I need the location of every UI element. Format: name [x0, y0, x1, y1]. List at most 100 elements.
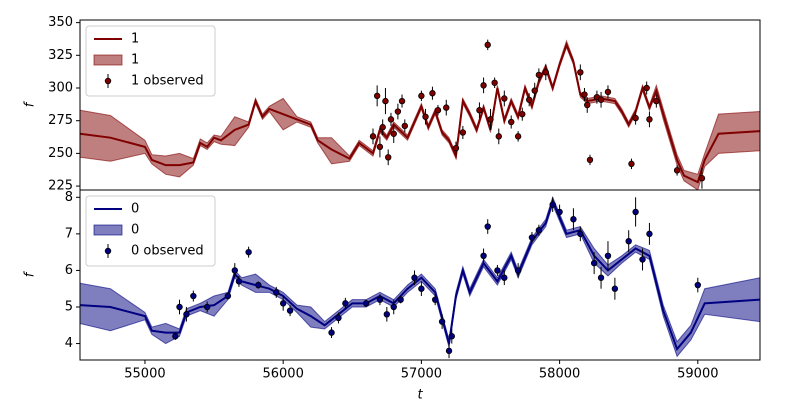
- observed-point: [581, 91, 588, 98]
- observed-point: [577, 230, 584, 238]
- y-tick-label: 4: [65, 336, 73, 351]
- observed-point: [632, 208, 639, 216]
- observed-point: [387, 116, 395, 123]
- observed-point: [459, 129, 467, 136]
- plot-area: [80, 39, 760, 190]
- observed-point: [362, 300, 370, 307]
- observed-point: [508, 118, 515, 126]
- observed-point: [484, 223, 491, 230]
- observed-point: [328, 329, 335, 336]
- observed-point: [235, 278, 243, 285]
- observed-point: [604, 252, 612, 260]
- y-tick-label: 8: [65, 190, 73, 205]
- observed-point: [673, 167, 681, 174]
- observed-point: [369, 133, 377, 140]
- x-tick-label: 56000: [262, 367, 303, 382]
- observed-point: [646, 116, 653, 123]
- legend-label: 0: [131, 202, 139, 217]
- y-axis-label: f: [23, 270, 38, 277]
- observed-point: [528, 234, 536, 241]
- y-tick-label: 5: [65, 299, 73, 314]
- observed-point: [255, 281, 262, 289]
- x-tick-label: 59000: [677, 367, 718, 382]
- observed-point: [494, 267, 501, 274]
- observed-point: [549, 201, 556, 208]
- observed-point: [698, 175, 706, 182]
- observed-point: [590, 259, 598, 267]
- observed-point: [443, 104, 450, 111]
- legend-marker: [104, 247, 112, 255]
- legend-patch: [93, 224, 123, 236]
- observed-point: [542, 69, 549, 76]
- observed-point: [535, 71, 543, 79]
- y-tick-label: 225: [48, 179, 73, 194]
- observed-point: [484, 41, 491, 49]
- observed-point: [335, 314, 342, 322]
- legend-box: [85, 25, 216, 97]
- observed-point: [491, 79, 498, 86]
- observed-point: [376, 296, 384, 303]
- observed-point: [434, 107, 442, 114]
- observed-point: [480, 82, 487, 89]
- observed-point: [646, 230, 653, 238]
- observed-point: [382, 97, 389, 105]
- x-tick-label: 57000: [401, 367, 442, 382]
- observed-point: [383, 311, 391, 318]
- observed-point: [611, 285, 619, 292]
- observed-point: [401, 122, 408, 130]
- y-tick-label: 275: [48, 113, 73, 128]
- observed-point: [480, 252, 487, 260]
- observed-point: [514, 133, 522, 140]
- observed-point: [176, 303, 183, 311]
- observed-point: [570, 216, 577, 223]
- legend-label: 1 observed: [131, 74, 204, 89]
- plot-area: [80, 195, 760, 359]
- observed-point: [390, 130, 397, 137]
- observed-point: [597, 96, 605, 103]
- x-tick-label: 58000: [539, 367, 580, 382]
- observed-point: [535, 227, 543, 234]
- x-tick-label: 55000: [124, 367, 165, 382]
- observed-point: [639, 256, 646, 263]
- observed-point: [422, 113, 429, 120]
- observed-point: [231, 267, 238, 274]
- observed-point: [604, 88, 612, 96]
- observed-point: [628, 160, 635, 168]
- legend: 0 0 0 observed: [85, 195, 216, 267]
- observed-point: [501, 95, 508, 102]
- observed-point: [452, 144, 460, 152]
- observed-point: [438, 318, 446, 325]
- observed-point: [476, 107, 483, 114]
- observed-point: [632, 114, 639, 122]
- observed-point: [273, 289, 280, 296]
- y-tick-label: 250: [48, 146, 73, 161]
- legend-label: 1: [131, 32, 139, 47]
- observed-point: [694, 281, 702, 289]
- legend-patch: [93, 54, 123, 66]
- observed-point: [445, 347, 453, 355]
- observed-point: [525, 96, 533, 103]
- observed-point: [342, 300, 349, 307]
- axes-frame: [79, 189, 761, 361]
- y-tick-label: 7: [65, 226, 73, 241]
- x-axis-label: t: [417, 388, 423, 400]
- observed-point: [172, 333, 179, 340]
- observed-point: [625, 237, 632, 245]
- observed-point: [653, 97, 660, 105]
- observed-point: [224, 292, 232, 300]
- observed-point: [411, 274, 418, 281]
- observed-point: [429, 90, 436, 97]
- y-axis-label: f: [23, 100, 38, 107]
- observed-point: [203, 303, 211, 311]
- observed-point: [245, 248, 252, 256]
- observed-point: [390, 303, 397, 311]
- observed-point: [531, 87, 538, 94]
- legend-label: 0 observed: [131, 244, 204, 259]
- legend: 1 1 1 observed: [85, 25, 216, 97]
- legend-label: 0: [131, 223, 139, 238]
- observed-point: [373, 92, 381, 100]
- observed-point: [385, 154, 392, 161]
- observed-point: [432, 296, 439, 303]
- observed-point: [556, 208, 563, 216]
- y-tick-label: 6: [65, 263, 73, 278]
